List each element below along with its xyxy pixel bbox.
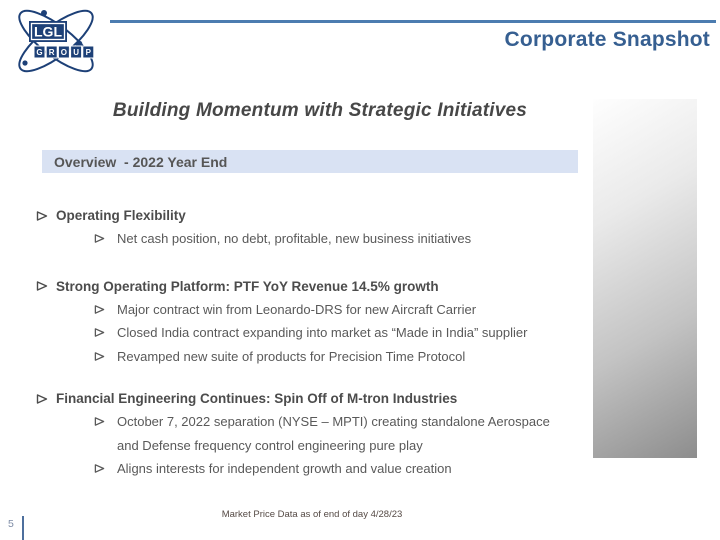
logo-primary-text: LGL xyxy=(34,24,62,40)
bullet-item-text: Revamped new suite of products for Preci… xyxy=(117,348,466,364)
svg-text:R: R xyxy=(49,48,55,57)
slide-header-title: Corporate Snapshot xyxy=(504,28,710,51)
footer-note: Market Price Data as of end of day 4/28/… xyxy=(221,509,403,520)
bullet-item-text: Closed India contract expanding into mar… xyxy=(117,325,528,340)
section-title: Operating Flexibility xyxy=(56,208,186,223)
header-divider xyxy=(110,20,716,23)
arrow-bullet-icon xyxy=(36,204,56,227)
section-title-row: Strong Operating Platform: PTF YoY Reven… xyxy=(0,275,600,298)
arrow-bullet-icon xyxy=(94,227,117,250)
svg-text:P: P xyxy=(86,48,92,57)
orbit-dot-icon xyxy=(22,60,28,66)
bullet-item-row: Major contract win from Leonardo-DRS for… xyxy=(0,298,600,322)
bullet-item-row: Revamped new suite of products for Preci… xyxy=(0,345,600,369)
arrow-bullet-icon xyxy=(94,321,117,344)
lgl-group-logo: LGL G R O U P xyxy=(18,9,95,73)
section-header-text: Overview - 2022 Year End xyxy=(54,153,228,170)
page-number-divider xyxy=(22,516,24,540)
section-title: Strong Operating Platform: PTF YoY Reven… xyxy=(56,278,439,294)
arrow-bullet-icon xyxy=(94,298,117,321)
arrow-bullet-icon xyxy=(94,345,117,368)
arrow-bullet-icon xyxy=(94,410,117,433)
arrow-bullet-icon xyxy=(94,457,117,480)
arrow-bullet-icon xyxy=(36,387,56,410)
bullet-content: Operating Flexibility Net cash position,… xyxy=(0,204,600,481)
orbit-dot-icon xyxy=(41,10,47,16)
section-title-row: Operating Flexibility xyxy=(0,204,600,227)
bullet-item-row: Closed India contract expanding into mar… xyxy=(0,321,600,345)
svg-text:U: U xyxy=(73,48,79,57)
svg-text:G: G xyxy=(36,48,42,57)
section-header-bar: Overview - 2022 Year End xyxy=(42,150,578,173)
bullet-item-row: Aligns interests for independent growth … xyxy=(0,457,600,481)
logo-group-letter-boxes: G R O U P xyxy=(33,45,95,59)
bullet-item-text: Aligns interests for independent growth … xyxy=(117,461,452,476)
bullet-item-text: Major contract win from Leonardo-DRS for… xyxy=(117,301,477,317)
bullet-item-text: October 7, 2022 separation (NYSE – MPTI)… xyxy=(117,414,550,453)
bullet-section: Strong Operating Platform: PTF YoY Reven… xyxy=(0,275,600,369)
orbit-ellipses-icon xyxy=(18,9,94,73)
svg-text:O: O xyxy=(61,48,67,57)
section-title: Financial Engineering Continues: Spin Of… xyxy=(56,391,458,406)
section-title-row: Financial Engineering Continues: Spin Of… xyxy=(0,387,600,410)
bullet-section: Financial Engineering Continues: Spin Of… xyxy=(0,387,600,481)
page-number: 5 xyxy=(8,518,14,530)
bullet-item-row: October 7, 2022 separation (NYSE – MPTI)… xyxy=(0,410,600,457)
arrow-bullet-icon xyxy=(36,275,56,298)
bullet-section: Operating Flexibility Net cash position,… xyxy=(0,204,600,251)
slide-heading: Building Momentum with Strategic Initiat… xyxy=(112,100,528,121)
bullet-item-text: Net cash position, no debt, profitable, … xyxy=(117,231,472,246)
bullet-item-row: Net cash position, no debt, profitable, … xyxy=(0,227,600,251)
gradient-sidebar xyxy=(593,99,697,458)
